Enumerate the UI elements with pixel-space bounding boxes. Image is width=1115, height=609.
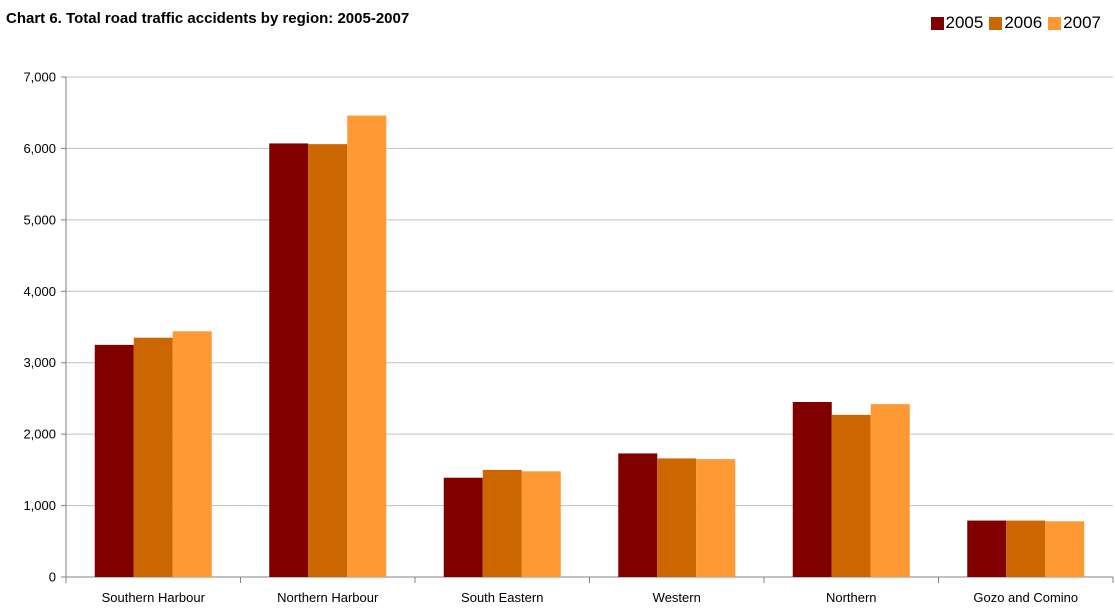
- x-tick-label: South Eastern: [461, 590, 543, 605]
- bar-2006-0: [133, 337, 173, 577]
- bar-2005-3: [618, 453, 658, 577]
- legend-item-2007: 2007: [1048, 13, 1101, 33]
- legend-swatch-2005: [930, 16, 944, 30]
- bar-2005-0: [94, 344, 134, 577]
- bar-2005-4: [792, 402, 832, 577]
- bar-2007-1: [347, 115, 387, 578]
- x-tick-label: Western: [653, 590, 701, 605]
- chart-title: Chart 6. Total road traffic accidents by…: [6, 10, 410, 27]
- legend-swatch-2007: [1048, 16, 1062, 30]
- y-tick-label: 2,000: [23, 427, 56, 442]
- bar-2007-0: [172, 331, 212, 577]
- y-tick-label: 3,000: [23, 355, 56, 370]
- x-tick-label: Northern Harbour: [277, 590, 379, 605]
- y-tick-label: 1,000: [23, 498, 56, 513]
- y-tick-label: 6,000: [23, 141, 56, 156]
- bar-2007-4: [870, 404, 910, 577]
- legend-label-2007: 2007: [1063, 13, 1101, 32]
- y-tick-label: 5,000: [23, 212, 56, 227]
- bar-2005-2: [443, 477, 483, 577]
- bar-2006-2: [482, 469, 522, 577]
- bar-2005-1: [269, 143, 309, 577]
- legend-item-2005: 2005: [930, 13, 984, 33]
- y-tick-label: 7,000: [23, 70, 56, 85]
- bar-2005-5: [967, 520, 1007, 577]
- legend: 2005 2006 2007: [930, 13, 1101, 33]
- bar-2007-5: [1045, 521, 1085, 577]
- x-tick-label: Southern Harbour: [102, 590, 206, 605]
- bar-2007-3: [696, 459, 736, 577]
- y-tick-label: 0: [49, 570, 56, 585]
- x-tick-label: Gozo and Comino: [973, 590, 1078, 605]
- y-tick-label: 4,000: [23, 284, 56, 299]
- x-tick-label: Northern: [826, 590, 877, 605]
- bar-2006-4: [831, 414, 871, 577]
- bar-2007-2: [521, 471, 561, 577]
- bar-2006-1: [308, 144, 348, 577]
- legend-swatch-2006: [989, 16, 1003, 30]
- legend-label-2006: 2006: [1004, 13, 1043, 32]
- legend-label-2005: 2005: [945, 13, 984, 32]
- bar-2006-5: [1006, 520, 1046, 577]
- bar-2006-3: [657, 458, 697, 577]
- legend-item-2006: 2006: [989, 13, 1042, 33]
